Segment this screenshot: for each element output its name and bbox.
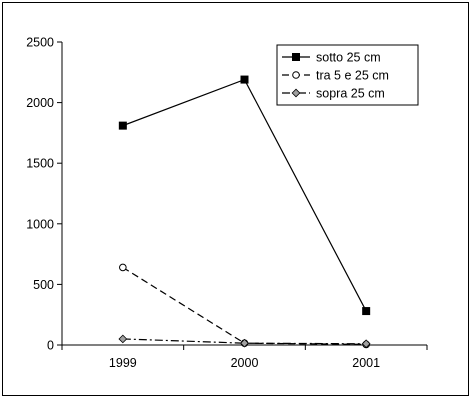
legend: sotto 25 cm tra 5 e 25 cm sopra 25 cm: [276, 44, 419, 106]
x-tick-label: 1999: [109, 356, 137, 370]
series-1: [118, 75, 371, 316]
data-point: [361, 339, 371, 349]
series-2: [119, 263, 370, 349]
y-tick-label: 2500: [26, 36, 54, 50]
data-point: [119, 263, 127, 272]
x-tick-label: 2001: [352, 356, 380, 370]
series-3: [118, 334, 371, 349]
series-layer: [118, 75, 371, 349]
y-axis-ticks: 0 500 1000 1500 2000 2500: [26, 36, 62, 353]
y-tick-label: 1000: [26, 217, 54, 231]
y-tick-label: 2000: [26, 96, 54, 110]
data-point: [118, 121, 127, 130]
series-line: [122, 78, 367, 312]
y-tick-label: 0: [47, 339, 54, 353]
legend-marker: [292, 53, 300, 61]
data-point: [240, 338, 249, 348]
y-tick-label: 500: [33, 278, 54, 292]
series-line: [122, 266, 367, 345]
y-tick-label: 1500: [26, 157, 54, 171]
x-tick-label: 2000: [231, 356, 259, 370]
legend-marker: [292, 71, 300, 79]
legend-marker: [291, 88, 301, 98]
legend-entry-label: sopra 25 cm: [316, 87, 385, 101]
x-axis-ticks: 1999 2000 2001: [61, 345, 428, 370]
legend-entry-label: tra 5 e 25 cm: [316, 69, 389, 83]
data-point: [118, 334, 128, 344]
legend-entry-label: sotto 25 cm: [316, 51, 381, 65]
data-point: [362, 307, 371, 316]
data-point: [240, 75, 249, 84]
legend-box: [276, 44, 419, 106]
